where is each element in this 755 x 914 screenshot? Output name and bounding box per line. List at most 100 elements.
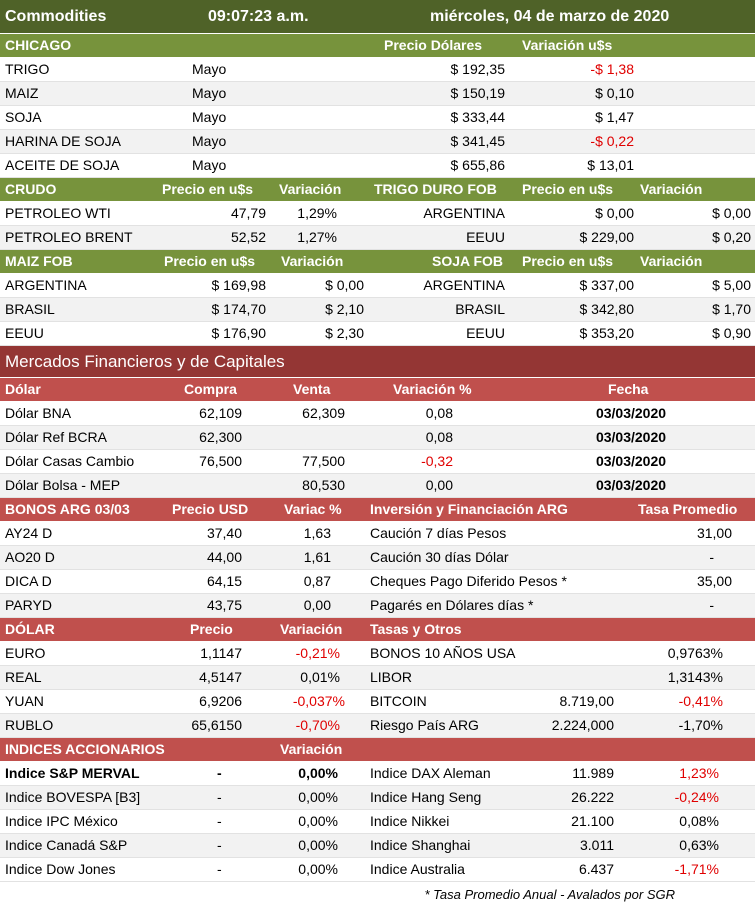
bono-ticker: PARYD [5,597,52,613]
soja-fob-origin: BRASIL [455,301,505,317]
tasa-value: 8.719,00 [559,693,615,709]
trigo-duro-price: $ 229,00 [579,229,635,245]
currency-change: 0,01% [300,669,340,685]
crudo-price: 52,52 [230,229,266,245]
dolar-local-row: Dólar Casas Cambio 76,500 77,500 -0,32 0… [0,450,755,474]
bono-change: 0,87 [303,573,331,589]
dolar-int-title: DÓLAR [5,621,55,637]
bonos-title: BONOS ARG 03/03 [5,501,130,517]
dolar-int-row: REAL 4,5147 0,01% LIBOR 1,3143% [0,666,755,690]
dolar-buy: 62,109 [199,405,242,421]
dolar-change: 0,00 [425,477,453,493]
bono-price: 64,15 [206,573,242,589]
indices-row: Indice S&P MERVAL - 0,00% Indice DAX Ale… [0,762,755,786]
inversion-title: Inversión y Financiación ARG [370,501,568,517]
inversion-rate: - [709,597,714,613]
dolar-type: Dólar Ref BCRA [5,429,107,445]
dolar-change: -0,32 [421,453,453,469]
index-value: - [217,789,222,805]
indices-row: Indice IPC México - 0,00% Indice Nikkei … [0,810,755,834]
dolar-change: 0,08 [425,429,453,445]
soja-fob-origin: ARGENTINA [423,277,505,293]
intl-index-name: Indice Nikkei [370,813,450,829]
index-name: Indice BOVESPA [B3] [5,789,141,805]
bonos-header: BONOS ARG 03/03 Precio USD Variac % Inve… [0,498,755,522]
crudo-change-header: Variación [279,181,342,197]
maiz-fob-price: $ 176,90 [211,325,267,341]
dolar-int-header: DÓLAR Precio Variación Tasas y Otros [0,618,755,642]
currency-name: EURO [5,645,46,661]
crudo-name: PETROLEO WTI [5,205,111,221]
financial-section-header: Mercados Financieros y de Capitales [0,346,755,378]
dolar-int-row: YUAN 6,9206 -0,037% BITCOIN 8.719,00 -0,… [0,690,755,714]
dolar-date: 03/03/2020 [595,429,667,445]
dolar-type: Dólar Bolsa - MEP [5,477,121,493]
crudo-change: 1,27% [297,229,337,245]
commodity-price: $ 341,45 [450,133,506,149]
intl-index-change: -1,71% [674,861,719,877]
dolar-date: 03/03/2020 [595,405,667,421]
chicago-row: HARINA DE SOJA Mayo $ 341,45 -$ 0,22 [0,130,755,154]
soja-fob-origin: EEUU [466,325,505,341]
current-date: miércoles, 04 de marzo de 2020 [430,8,670,25]
dolar-local-row: Dólar Bolsa - MEP 80,530 0,00 03/03/2020 [0,474,755,498]
inversion-item: Cheques Pago Diferido Pesos * [370,573,567,589]
maiz-fob-header: MAIZ FOB Precio en u$s Variación SOJA FO… [0,250,755,274]
inversion-item: Caución 7 días Pesos [370,525,507,541]
intl-index-change: 1,23% [679,765,719,781]
currency-price: 4,5147 [199,669,242,685]
bono-price: 43,75 [206,597,242,613]
currency-name: REAL [5,669,42,685]
commodity-price: $ 655,86 [450,157,506,173]
dolar-int-row: EURO 1,1147 -0,21% BONOS 10 AÑOS USA 0,9… [0,642,755,666]
tasa-name: BONOS 10 AÑOS USA [370,645,516,661]
tasa-value: 2.224,000 [551,717,614,733]
tasa-change: -0,41% [678,693,723,709]
index-change: 0,00% [298,789,338,805]
maiz-fob-change: $ 2,10 [325,301,364,317]
dolar-type: Dólar BNA [5,405,72,421]
dolar-buy: 62,300 [199,429,242,445]
index-name: Indice Dow Jones [5,861,116,877]
indices-title: INDICES ACCIONARIOS [5,741,165,757]
bonos-row: AO20 D 44,00 1,61 Caución 30 días Dólar … [0,546,755,570]
indices-row: Indice Dow Jones - 0,00% Indice Australi… [0,858,755,882]
crudo-name: PETROLEO BRENT [5,229,133,245]
bonos-row: AY24 D 37,40 1,63 Caución 7 días Pesos 3… [0,522,755,546]
currency-name: RUBLO [5,717,54,733]
inversion-rate: 31,00 [696,525,732,541]
inversion-rate-header: Tasa Promedio [638,501,738,517]
index-value: - [217,765,222,781]
soja-fob-change: $ 0,90 [712,325,751,341]
maiz-fob-price: $ 174,70 [211,301,267,317]
maiz-fob-change: $ 0,00 [325,277,364,293]
commodity-change: -$ 0,22 [590,133,634,149]
commodity-month: Mayo [192,133,227,149]
soja-fob-price: $ 337,00 [579,277,635,293]
commodity-month: Mayo [192,109,227,125]
index-change: 0,00% [298,765,338,781]
index-value: - [217,837,222,853]
dolar-buy: 76,500 [199,453,242,469]
currency-change: -0,037% [292,693,345,709]
crudo-change: 1,29% [297,205,337,221]
maiz-fob-change-header: Variación [281,253,344,269]
index-change: 0,00% [298,861,338,877]
footnote: * Tasa Promedio Anual - Avalados por SGR [424,887,675,902]
currency-price: 1,1147 [200,645,242,661]
intl-index-value: 3.011 [580,837,614,853]
chicago-row: MAIZ Mayo $ 150,19 $ 0,10 [0,82,755,106]
crudo-header: CRUDO Precio en u$s Variación TRIGO DURO… [0,178,755,202]
dolar-date: 03/03/2020 [595,477,667,493]
bono-change: 0,00 [303,597,331,613]
dolar-int-change-header: Variación [280,621,343,637]
crudo-title: CRUDO [5,181,57,197]
bonos-row: PARYD 43,75 0,00 Pagarés en Dólares días… [0,594,755,618]
currency-price: 6,9206 [199,693,242,709]
dolar-date: 03/03/2020 [595,453,667,469]
tasa-change: 1,3143% [667,669,723,685]
currency-change: -0,70% [295,717,340,733]
intl-index-value: 6.437 [578,861,614,877]
commodity-name: TRIGO [5,61,50,77]
indices-change-header: Variación [280,741,343,757]
